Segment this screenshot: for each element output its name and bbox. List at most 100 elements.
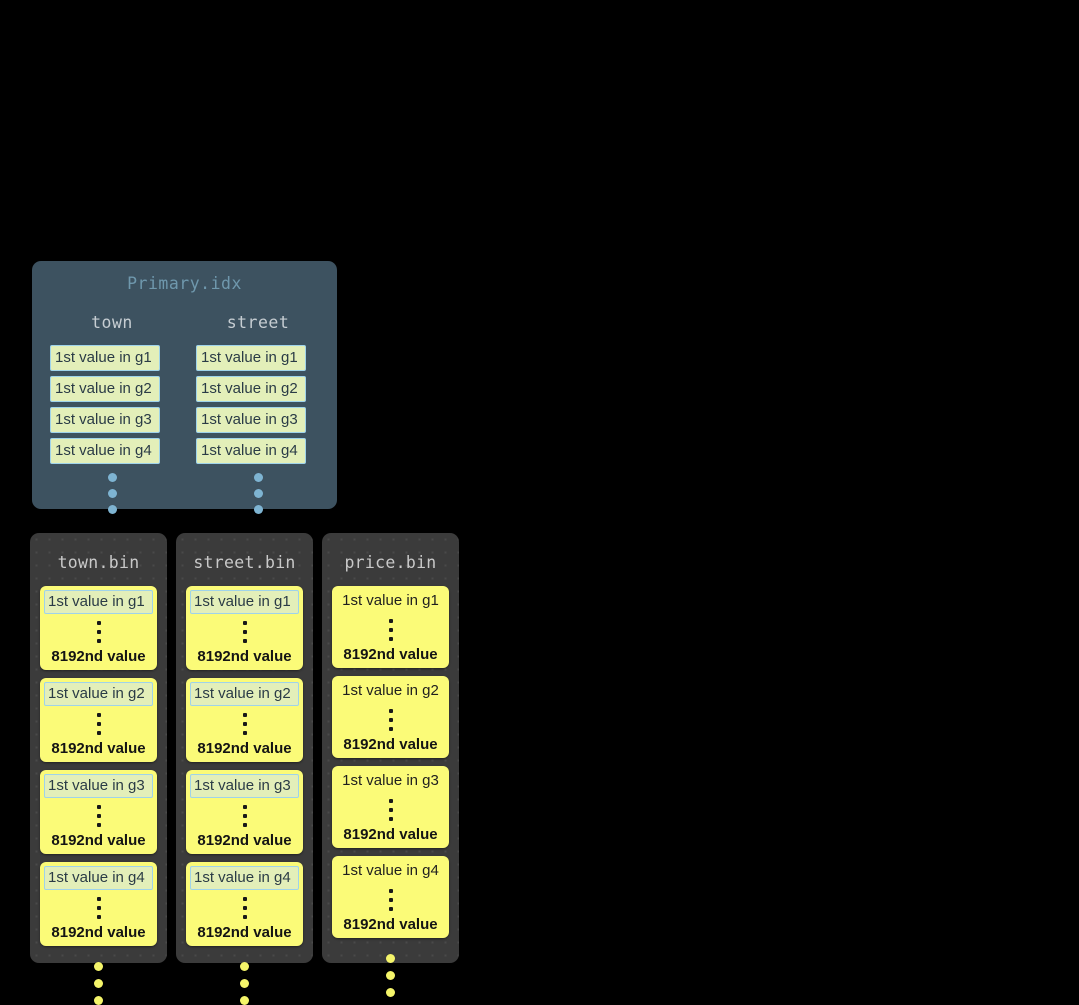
index-ellipsis-dots (50, 473, 174, 514)
ellipsis-dot-icon (107, 505, 117, 514)
ellipsis-dot-icon (242, 630, 247, 634)
index-mark-row: 1st value in g1 (50, 345, 160, 371)
ellipsis-dot-icon (253, 505, 263, 514)
index-column-town: town 1st value in g1 1st value in g2 1st… (50, 313, 174, 514)
granule-block: 1st value in g4 8192nd value (40, 862, 157, 946)
granule-ellipsis-dots (190, 706, 299, 741)
column-file-ellipsis-dots (332, 946, 449, 997)
ellipsis-dot-icon (242, 805, 247, 809)
granule-block: 1st value in g3 8192nd value (332, 766, 449, 848)
granule-first-value: 1st value in g3 (190, 774, 299, 798)
ellipsis-dot-icon (107, 473, 117, 482)
ellipsis-dot-icon (386, 954, 395, 963)
granule-block: 1st value in g1 8192nd value (40, 586, 157, 670)
ellipsis-dot-icon (96, 823, 101, 827)
column-file-panel-town: town.bin 1st value in g1 8192nd value 1s… (30, 533, 167, 1005)
column-file-title: street.bin (193, 553, 296, 572)
ellipsis-dot-icon (386, 971, 395, 980)
granule-first-value: 1st value in g1 (44, 590, 153, 614)
ellipsis-dot-icon (242, 731, 247, 735)
ellipsis-dot-icon (242, 814, 247, 818)
index-column-header-town: town (91, 313, 133, 332)
granule-block: 1st value in g4 8192nd value (332, 856, 449, 938)
column-file-title: price.bin (344, 553, 437, 572)
ellipsis-dot-icon (388, 817, 393, 821)
column-file-ellipsis-dots (186, 954, 303, 1005)
granule-last-value: 8192nd value (51, 648, 146, 665)
granule-first-value: 1st value in g3 (44, 774, 153, 798)
granule-ellipsis-dots (44, 706, 153, 741)
ellipsis-dot-icon (96, 639, 101, 643)
ellipsis-dot-icon (388, 889, 393, 893)
ellipsis-dot-icon (242, 915, 247, 919)
granule-ellipsis-dots (336, 792, 445, 827)
granule-last-value: 8192nd value (343, 646, 438, 663)
index-mark-row: 1st value in g3 (50, 407, 160, 433)
granule-block: 1st value in g2 8192nd value (332, 676, 449, 758)
granule-block: 1st value in g2 8192nd value (40, 678, 157, 762)
primary-index-title: Primary.idx (127, 274, 242, 293)
ellipsis-dot-icon (388, 718, 393, 722)
granule-ellipsis-dots (336, 612, 445, 647)
ellipsis-dot-icon (388, 898, 393, 902)
granule-last-value: 8192nd value (197, 740, 292, 757)
ellipsis-dot-icon (94, 962, 103, 971)
granule-last-value: 8192nd value (51, 924, 146, 941)
ellipsis-dot-icon (96, 713, 101, 717)
index-mark-row: 1st value in g4 (196, 438, 306, 464)
index-mark-row: 1st value in g3 (196, 407, 306, 433)
ellipsis-dot-icon (94, 979, 103, 988)
ellipsis-dot-icon (242, 639, 247, 643)
ellipsis-dot-icon (96, 731, 101, 735)
granule-ellipsis-dots (44, 890, 153, 925)
column-file-panel-price: price.bin 1st value in g1 8192nd value 1… (322, 533, 459, 997)
granule-last-value: 8192nd value (197, 924, 292, 941)
index-mark-row: 1st value in g1 (196, 345, 306, 371)
column-file-ellipsis-dots (40, 954, 157, 1005)
column-files-row: town.bin 1st value in g1 8192nd value 1s… (30, 533, 459, 1005)
ellipsis-dot-icon (388, 637, 393, 641)
ellipsis-dot-icon (388, 808, 393, 812)
ellipsis-dot-icon (94, 996, 103, 1005)
ellipsis-dot-icon (388, 619, 393, 623)
granule-last-value: 8192nd value (343, 916, 438, 933)
granule-last-value: 8192nd value (51, 832, 146, 849)
ellipsis-dot-icon (242, 722, 247, 726)
column-file-title: town.bin (57, 553, 140, 572)
granule-ellipsis-dots (336, 882, 445, 917)
ellipsis-dot-icon (242, 906, 247, 910)
granule-first-value: 1st value in g4 (342, 862, 439, 879)
ellipsis-dot-icon (96, 814, 101, 818)
primary-index-panel: Primary.idx town 1st value in g1 1st val… (32, 261, 337, 514)
ellipsis-dot-icon (242, 897, 247, 901)
ellipsis-dot-icon (96, 630, 101, 634)
index-mark-row: 1st value in g4 (50, 438, 160, 464)
granule-first-value: 1st value in g2 (190, 682, 299, 706)
granule-block: 1st value in g4 8192nd value (186, 862, 303, 946)
granule-block: 1st value in g1 8192nd value (332, 586, 449, 668)
granule-first-value: 1st value in g1 (342, 592, 439, 609)
granule-first-value: 1st value in g4 (190, 866, 299, 890)
ellipsis-dot-icon (240, 979, 249, 988)
granule-last-value: 8192nd value (197, 648, 292, 665)
granule-ellipsis-dots (190, 614, 299, 649)
granule-first-value: 1st value in g2 (342, 682, 439, 699)
ellipsis-dot-icon (96, 915, 101, 919)
granule-first-value: 1st value in g1 (190, 590, 299, 614)
granule-block: 1st value in g3 8192nd value (40, 770, 157, 854)
granule-ellipsis-dots (44, 798, 153, 833)
granule-block: 1st value in g3 8192nd value (186, 770, 303, 854)
ellipsis-dot-icon (107, 489, 117, 498)
granule-last-value: 8192nd value (343, 826, 438, 843)
index-mark-row: 1st value in g2 (50, 376, 160, 402)
ellipsis-dot-icon (242, 823, 247, 827)
ellipsis-dot-icon (253, 489, 263, 498)
granule-first-value: 1st value in g3 (342, 772, 439, 789)
ellipsis-dot-icon (388, 799, 393, 803)
granule-last-value: 8192nd value (343, 736, 438, 753)
granule-ellipsis-dots (190, 798, 299, 833)
index-mark-row: 1st value in g2 (196, 376, 306, 402)
ellipsis-dot-icon (240, 996, 249, 1005)
granule-ellipsis-dots (44, 614, 153, 649)
column-file-panel-street: street.bin 1st value in g1 8192nd value … (176, 533, 313, 1005)
